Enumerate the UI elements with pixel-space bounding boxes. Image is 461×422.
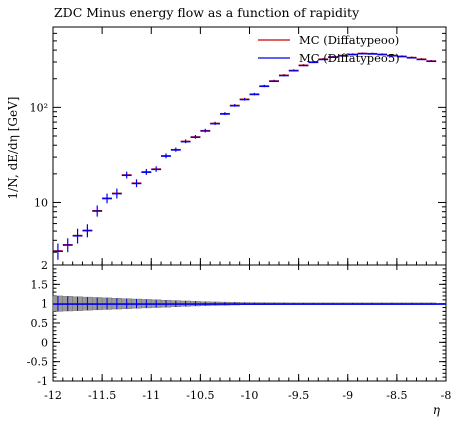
x-axis-label: η — [433, 403, 441, 417]
ratio-tick-label: 2 — [41, 259, 48, 272]
x-tick-label: -9 — [342, 389, 353, 402]
chart-title: ZDC Minus energy flow as a function of r… — [54, 5, 360, 20]
ratio-tick-label: -1 — [37, 375, 48, 388]
x-tick-label: -11.5 — [88, 389, 116, 402]
x-tick-label: -11 — [142, 389, 160, 402]
x-tick-label: -10 — [241, 389, 259, 402]
x-tick-label: -8.5 — [386, 389, 407, 402]
ratio-tick-label: -0.5 — [27, 356, 48, 369]
main-panel: 10 10² — [30, 26, 447, 266]
y-axis-label: 1/N, dE/dη [GeV] — [6, 97, 20, 200]
y-tick-label: 10 — [34, 196, 48, 209]
y-tick-label: 10² — [30, 101, 48, 114]
legend-label: MC (Diffatypeo5) — [299, 51, 400, 65]
legend-label: MC (Diffatypeoo) — [299, 33, 399, 47]
ratio-tick-label: 0.5 — [31, 317, 49, 330]
ratio-tick-label: 0 — [41, 336, 48, 349]
x-tick-label: -12 — [44, 389, 62, 402]
legend: MC (Diffatypeoo) MC (Diffatypeo5) — [258, 33, 400, 65]
x-tick-label: -8 — [441, 389, 452, 402]
ratio-panel: -12 -11.5 -11 -10.5 -10 -9.5 -9 -8.5 -8 -1 -0.5 0 0.… — [27, 259, 452, 402]
ratio-tick-label: 1.5 — [31, 278, 49, 291]
x-tick-label: -9.5 — [288, 389, 309, 402]
ratio-frame — [52, 264, 447, 382]
x-tick-label: -10.5 — [186, 389, 214, 402]
ratio-tick-label: 1 — [41, 298, 48, 311]
